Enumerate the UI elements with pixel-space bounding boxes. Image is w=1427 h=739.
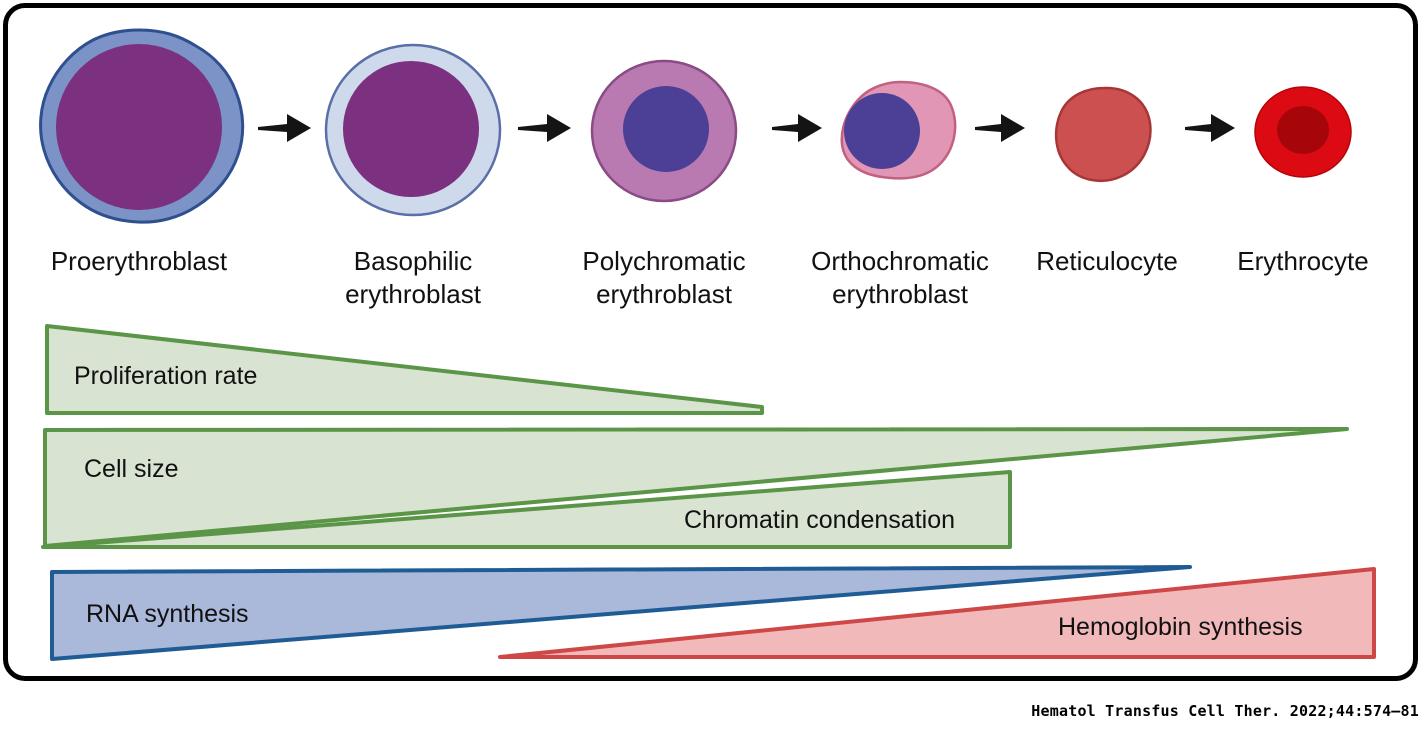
stage-label-proerythroblast: Proerythroblast: [50, 246, 228, 276]
diagram-frame: [3, 3, 1418, 681]
stage-label-reticulocyte: Reticulocyte: [1036, 246, 1178, 276]
band-label-cell-size: Cell size: [84, 455, 179, 483]
band-label-proliferation-rate: Proliferation rate: [74, 362, 258, 390]
citation-text: Hematol Transfus Cell Ther. 2022;44:574–…: [1031, 702, 1419, 720]
band-label-hemoglobin-synthesis: Hemoglobin synthesis: [1058, 613, 1303, 641]
stage-label-polychromatic-erythroblast: Polychromatic erythroblast: [582, 246, 746, 309]
stage-label-basophilic-erythroblast: Basophilic erythroblast: [345, 246, 481, 309]
band-label-rna-synthesis: RNA synthesis: [86, 600, 249, 628]
stage-label-erythrocyte: Erythrocyte: [1237, 246, 1369, 276]
band-label-chromatin-condensation: Chromatin condensation: [684, 506, 955, 534]
stage-label-orthochromatic-erythroblast: Orthochromatic erythroblast: [811, 246, 989, 309]
